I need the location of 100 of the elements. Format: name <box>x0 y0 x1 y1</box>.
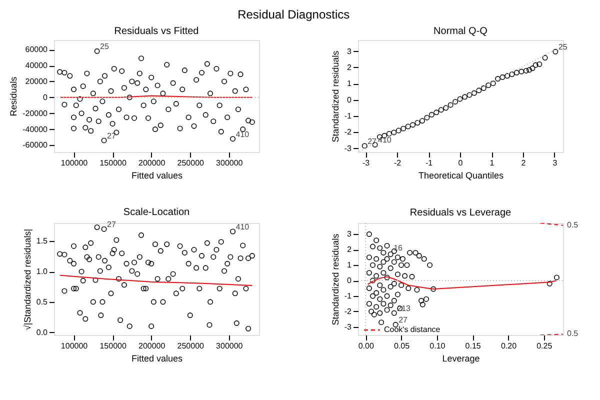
text: Residual Diagnostics <box>238 8 350 22</box>
x-tick-label: 100000 <box>60 342 88 350</box>
x-tick-label: 250000 <box>177 158 205 168</box>
annotation: 27 <box>107 131 116 140</box>
y-tick-label: 1 <box>347 260 352 270</box>
point <box>526 67 532 73</box>
y-tick-label: 60000 <box>25 45 48 54</box>
x-tick-label: 0.05 <box>394 342 410 350</box>
point <box>419 118 425 124</box>
x-tick-label: 300000 <box>216 158 244 168</box>
point <box>438 107 444 113</box>
point <box>457 96 463 102</box>
point <box>480 85 486 91</box>
x-tick-label: -3 <box>362 158 370 168</box>
x-tick-label: 0.00 <box>358 342 374 350</box>
y-axis-title: Standardized residuals <box>330 50 340 142</box>
line-series <box>59 274 253 286</box>
y-tick-label: 1 <box>347 79 352 88</box>
point <box>514 70 520 76</box>
chart-title: Residuals vs Leverage <box>410 207 512 218</box>
x-axis-title: Theoretical Quantiles <box>418 170 504 180</box>
point <box>443 105 449 111</box>
point <box>500 74 506 80</box>
y-tick-label: 40000 <box>25 61 48 70</box>
x-axis-title: Leverage <box>442 354 480 364</box>
chart-title: Residuals vs Fitted <box>114 26 199 37</box>
y-tick-label: 0.5 <box>36 297 48 306</box>
x-tick-label: 0.10 <box>430 342 446 350</box>
x-tick-label: 300000 <box>216 342 244 350</box>
point <box>476 88 482 94</box>
point <box>518 68 524 74</box>
annotation: 27 <box>398 316 408 325</box>
point <box>448 102 454 108</box>
y-tick-label: 1.0 <box>36 267 48 276</box>
point <box>532 62 538 68</box>
chart-title: Scale-Location <box>123 207 190 218</box>
x-tick-label: 150000 <box>100 158 127 168</box>
point <box>424 114 430 120</box>
point <box>523 68 529 74</box>
chart-title: Normal Q-Q <box>434 26 488 37</box>
y-tick-label: 0 <box>347 95 352 104</box>
y-tick-label: 2 <box>347 62 352 72</box>
x-tick-label: 200000 <box>138 342 166 350</box>
x-tick-label: 200000 <box>138 158 166 168</box>
x-tick-label: 2 <box>521 158 526 168</box>
point <box>530 66 536 72</box>
annotation: 25 <box>100 42 110 52</box>
annotation: 16 <box>394 244 404 253</box>
x-tick-label: 100000 <box>60 158 88 168</box>
line-series <box>367 276 558 290</box>
point <box>462 94 468 100</box>
point <box>504 73 510 79</box>
point <box>414 120 420 126</box>
annotation: 25 <box>558 42 568 52</box>
y-axis-title: √|Standardized residuals| <box>22 228 32 330</box>
y-tick-label: 1.5 <box>36 236 48 246</box>
point <box>362 143 368 149</box>
x-tick-label: 1 <box>490 158 495 168</box>
point <box>405 124 411 130</box>
point <box>542 55 548 61</box>
annotation: 0.5 <box>567 329 579 338</box>
annotation: 0.5 <box>567 220 579 230</box>
x-axis-title: Fitted values <box>131 170 184 180</box>
point <box>466 92 472 98</box>
y-tick-label: -3 <box>344 144 352 153</box>
point <box>396 128 402 134</box>
point <box>400 126 406 132</box>
y-tick-label: 0.0 <box>36 328 48 337</box>
x-axis-title: Fitted values <box>131 354 184 364</box>
y-tick-label: 3 <box>347 46 352 56</box>
point <box>509 72 515 78</box>
y-axis-title: Standardized residuals <box>330 233 340 326</box>
y-tick-label: 0 <box>347 276 352 286</box>
y-tick-label: -1 <box>344 111 352 120</box>
annotation: 410 <box>378 136 392 145</box>
point <box>495 76 501 82</box>
point <box>391 130 397 136</box>
x-tick-label: 0.20 <box>500 342 518 350</box>
annotation: 410 <box>236 130 250 139</box>
point <box>536 62 542 67</box>
x-tick-label: 3 <box>552 158 558 168</box>
annotation: 410 <box>236 222 250 232</box>
y-tick-label: 0 <box>43 92 48 102</box>
legend-label: Cook's distance <box>384 325 441 334</box>
point <box>452 98 458 104</box>
x-tick-label: -1 <box>425 158 434 168</box>
y-tick-label: 2 <box>347 245 352 254</box>
point <box>552 48 558 54</box>
x-tick-label: 250000 <box>177 342 205 350</box>
point <box>434 110 440 116</box>
y-tick-label: -2 <box>344 128 352 137</box>
y-tick-label: 20000 <box>25 76 48 86</box>
y-tick-label: -60000 <box>22 140 48 150</box>
y-tick-label: -20000 <box>22 108 48 118</box>
y-axis-title: Residuals <box>8 76 19 116</box>
y-tick-label: -40000 <box>22 124 48 134</box>
x-tick-label: 150000 <box>100 342 127 350</box>
annotation: 27 <box>368 136 378 146</box>
x-tick-label: 0.15 <box>465 342 482 350</box>
x-tick-label: 0 <box>458 158 464 168</box>
